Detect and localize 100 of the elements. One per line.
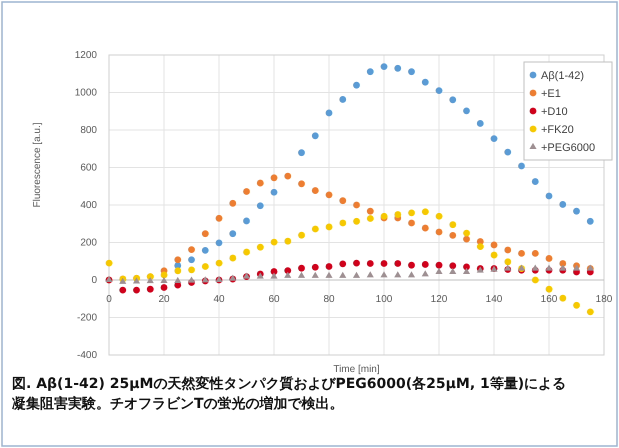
point bbox=[476, 120, 484, 127]
point bbox=[353, 218, 360, 225]
point bbox=[298, 149, 305, 156]
point bbox=[188, 256, 195, 264]
point bbox=[504, 246, 512, 254]
point bbox=[586, 308, 594, 316]
point bbox=[449, 221, 456, 228]
point bbox=[586, 218, 594, 225]
point bbox=[518, 250, 525, 257]
point bbox=[435, 268, 443, 274]
point bbox=[326, 191, 332, 198]
point bbox=[463, 230, 470, 237]
point bbox=[436, 262, 442, 269]
y-tick-label: 200 bbox=[80, 238, 98, 249]
point bbox=[449, 268, 456, 274]
y-tick-label: 1000 bbox=[74, 88, 98, 99]
point bbox=[132, 277, 140, 284]
point bbox=[339, 220, 346, 226]
point bbox=[353, 82, 360, 89]
point bbox=[559, 294, 566, 302]
point bbox=[408, 271, 416, 278]
point bbox=[422, 208, 429, 216]
x-tick-label: 120 bbox=[430, 294, 448, 306]
point bbox=[106, 260, 112, 267]
point bbox=[366, 215, 374, 222]
point bbox=[229, 200, 236, 207]
point bbox=[312, 264, 319, 271]
point bbox=[408, 209, 415, 216]
point bbox=[160, 284, 168, 291]
point bbox=[394, 64, 402, 72]
point bbox=[422, 224, 429, 232]
y-tick-label: 0 bbox=[91, 275, 98, 286]
point bbox=[366, 271, 374, 278]
point bbox=[573, 302, 580, 309]
point bbox=[462, 268, 470, 274]
point bbox=[270, 238, 278, 246]
point bbox=[476, 243, 484, 250]
x-tick-label: 140 bbox=[486, 294, 503, 306]
point bbox=[436, 228, 442, 236]
legend-label: Aβ(1-42) bbox=[541, 70, 584, 82]
point bbox=[216, 260, 222, 267]
point bbox=[422, 270, 429, 276]
point bbox=[422, 261, 429, 268]
y-tick-label: -200 bbox=[76, 312, 98, 324]
x-tick-label: 80 bbox=[323, 294, 335, 306]
point bbox=[202, 230, 209, 238]
point bbox=[449, 232, 456, 239]
point bbox=[188, 266, 195, 274]
point bbox=[559, 264, 566, 271]
point bbox=[270, 272, 278, 279]
point bbox=[463, 236, 470, 243]
point bbox=[326, 110, 332, 116]
point bbox=[380, 271, 388, 278]
y-tick-label: 800 bbox=[80, 125, 98, 136]
point bbox=[339, 197, 346, 204]
point bbox=[339, 260, 346, 268]
point bbox=[490, 252, 498, 258]
point bbox=[394, 271, 402, 278]
legend-label: +FK20 bbox=[541, 124, 574, 136]
point bbox=[490, 135, 498, 142]
point bbox=[504, 258, 512, 266]
point bbox=[546, 286, 552, 293]
y-tick-label: -400 bbox=[76, 350, 98, 362]
point bbox=[188, 276, 196, 283]
point bbox=[422, 78, 429, 86]
point bbox=[119, 286, 126, 294]
x-tick-label: 180 bbox=[596, 294, 613, 306]
point bbox=[243, 248, 250, 256]
point bbox=[436, 212, 442, 220]
point bbox=[298, 272, 306, 278]
x-axis-title: Time [min] bbox=[333, 364, 380, 375]
point bbox=[339, 96, 346, 103]
point bbox=[312, 187, 319, 194]
point bbox=[229, 230, 236, 238]
point bbox=[490, 242, 498, 248]
legend-label: +PEG6000 bbox=[541, 142, 596, 154]
point bbox=[202, 263, 209, 270]
point bbox=[284, 172, 292, 180]
point bbox=[408, 262, 415, 269]
point bbox=[449, 96, 456, 104]
point bbox=[284, 267, 292, 274]
point bbox=[366, 260, 374, 267]
point bbox=[270, 174, 278, 182]
x-tick-label: 40 bbox=[213, 294, 225, 306]
point bbox=[146, 277, 154, 284]
point bbox=[243, 218, 250, 224]
point bbox=[312, 272, 319, 278]
point bbox=[174, 267, 182, 274]
point bbox=[325, 272, 333, 278]
point bbox=[366, 68, 374, 76]
point bbox=[174, 276, 182, 283]
x-tick-label: 0 bbox=[106, 294, 112, 306]
y-axis-title: Fluorescence [a.u.] bbox=[32, 122, 43, 208]
point bbox=[339, 272, 346, 278]
point bbox=[366, 208, 374, 215]
point bbox=[532, 264, 539, 271]
point bbox=[202, 246, 209, 254]
point bbox=[312, 132, 319, 140]
point bbox=[174, 256, 182, 264]
text: 図. Aβ(1-42) 25μMの天然変性タンパク質およびPEG6000(各25μM, 1等量)による凝集阻害実験。チオフラビンTの蛍光の増加で検出。 bbox=[12, 374, 568, 414]
